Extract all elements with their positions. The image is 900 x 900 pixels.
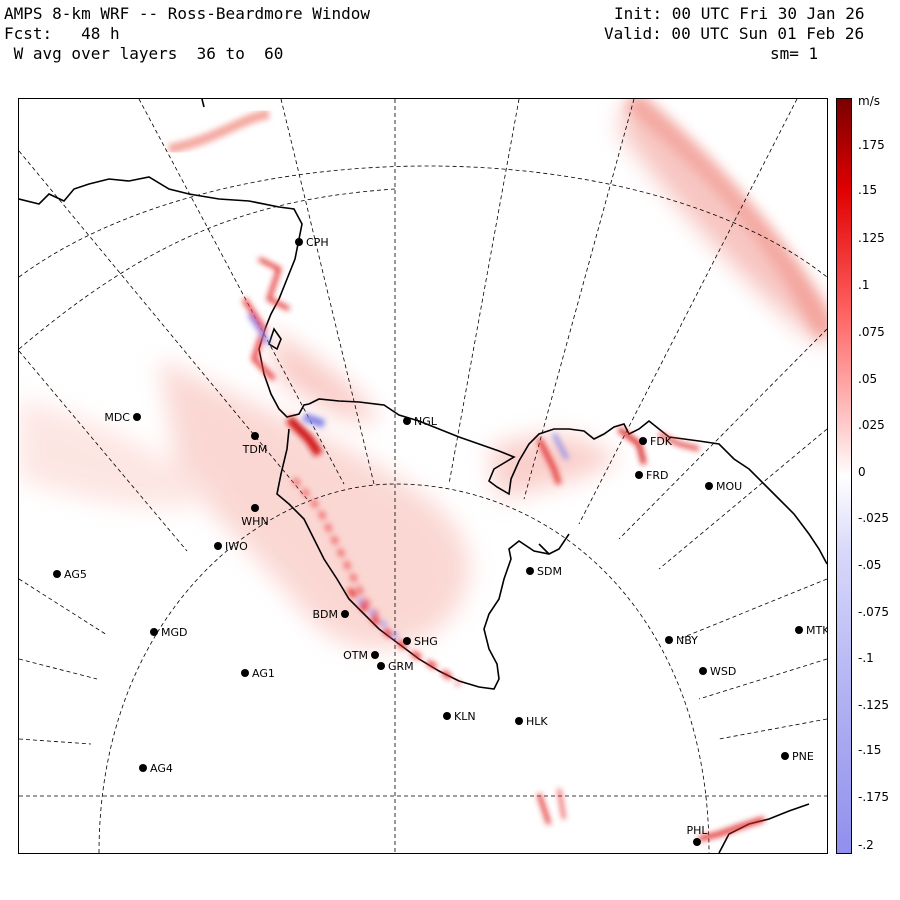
colorbar-tick-label: -.175 [858,790,890,804]
station-marker [53,570,61,578]
station-label: HLK [526,715,548,728]
colorbar-units: m/s [858,94,880,108]
colorbar-tick-label: .175 [858,138,885,152]
station-label: TDM [242,443,268,456]
colorbar-tick-label: -.025 [858,511,890,525]
colorbar-tick-label: .1 [858,278,870,292]
station-label: MTK [806,624,827,637]
colorbar-tick-label: 0 [858,465,866,479]
station-label: CPH [306,236,329,249]
station-label: KLN [454,710,476,723]
station-label: PHL [686,824,708,837]
station-label: AG5 [64,568,87,581]
colorbar-tick-label: -.1 [858,651,874,665]
colorbar [836,98,852,854]
station-marker [341,610,349,618]
station-label: MDC [104,411,130,424]
upward-motion-streak [168,109,270,154]
station-label: OTM [343,649,368,662]
colorbar-tick-label: .05 [858,372,878,386]
map-panel: CPH MDC NGL TDM FDK FRD MOU WHN IWO AG5 SDM MGD BDM M… [18,98,828,854]
station-label: SHG [414,635,438,648]
map-title: AMPS 8-km WRF -- Ross-Beardmore Window [4,4,371,23]
station-marker [635,471,643,479]
colorbar-tick-label: .075 [858,325,885,339]
station-marker [639,437,647,445]
station-label: BDM [312,608,338,621]
station-marker [699,667,707,675]
station-marker [781,752,789,760]
station-layer: CPH MDC NGL TDM FDK FRD MOU WHN IWO AG5 SDM MGD BDM M… [53,236,827,846]
station-marker [150,628,158,636]
colorbar-tick-label: -.125 [858,698,890,712]
station-label: IWO [225,540,248,553]
station-label: AG1 [252,667,275,680]
colorbar-tick-label: -.05 [858,558,882,572]
station-marker [665,636,673,644]
station-label: AG4 [150,762,173,775]
smoothing-label: sm= 1 [770,44,819,63]
station-label: MOU [716,480,742,493]
station-label: SDM [537,565,562,578]
station-marker [515,717,523,725]
init-time: Init: 00 UTC Fri 30 Jan 26 [614,4,865,23]
station-marker [795,626,803,634]
station-label: MGD [161,626,188,639]
station-label: GRM [388,660,414,673]
station-label: WHN [241,515,268,528]
station-marker [133,413,141,421]
station-label: WSD [710,665,736,678]
station-marker [214,542,222,550]
station-marker [139,764,147,772]
station-marker [403,417,411,425]
station-marker [403,637,411,645]
vertical-velocity-map: CPH MDC NGL TDM FDK FRD MOU WHN IWO AG5 SDM MGD BDM M… [19,99,827,853]
colorbar-tick-label: .025 [858,418,885,432]
station-marker [705,482,713,490]
station-marker [371,651,379,659]
station-marker [251,432,259,440]
forecast-hour: Fcst: 48 h [4,24,120,43]
station-label: NBY [676,634,698,647]
coastline [19,99,827,853]
layer-average-label: W avg over layers 36 to 60 [4,44,284,63]
colorbar-tick-label: .125 [858,231,885,245]
wave-streaks [241,257,765,842]
colorbar-tick-label: -.15 [858,743,882,757]
colorbar-tick-label: .15 [858,183,878,197]
colorbar-tick-label: -.2 [858,838,874,852]
station-label: NGL [414,415,438,428]
station-marker [241,669,249,677]
station-label: FRD [646,469,668,482]
station-marker [526,567,534,575]
station-label: PNE [792,750,814,763]
station-marker [693,838,701,846]
station-marker [295,238,303,246]
valid-time: Valid: 00 UTC Sun 01 Feb 26 [604,24,865,43]
station-marker [443,712,451,720]
station-label: FDK [650,435,673,448]
station-marker [251,504,259,512]
colorbar-tick-label: -.075 [858,605,890,619]
station-marker [377,662,385,670]
